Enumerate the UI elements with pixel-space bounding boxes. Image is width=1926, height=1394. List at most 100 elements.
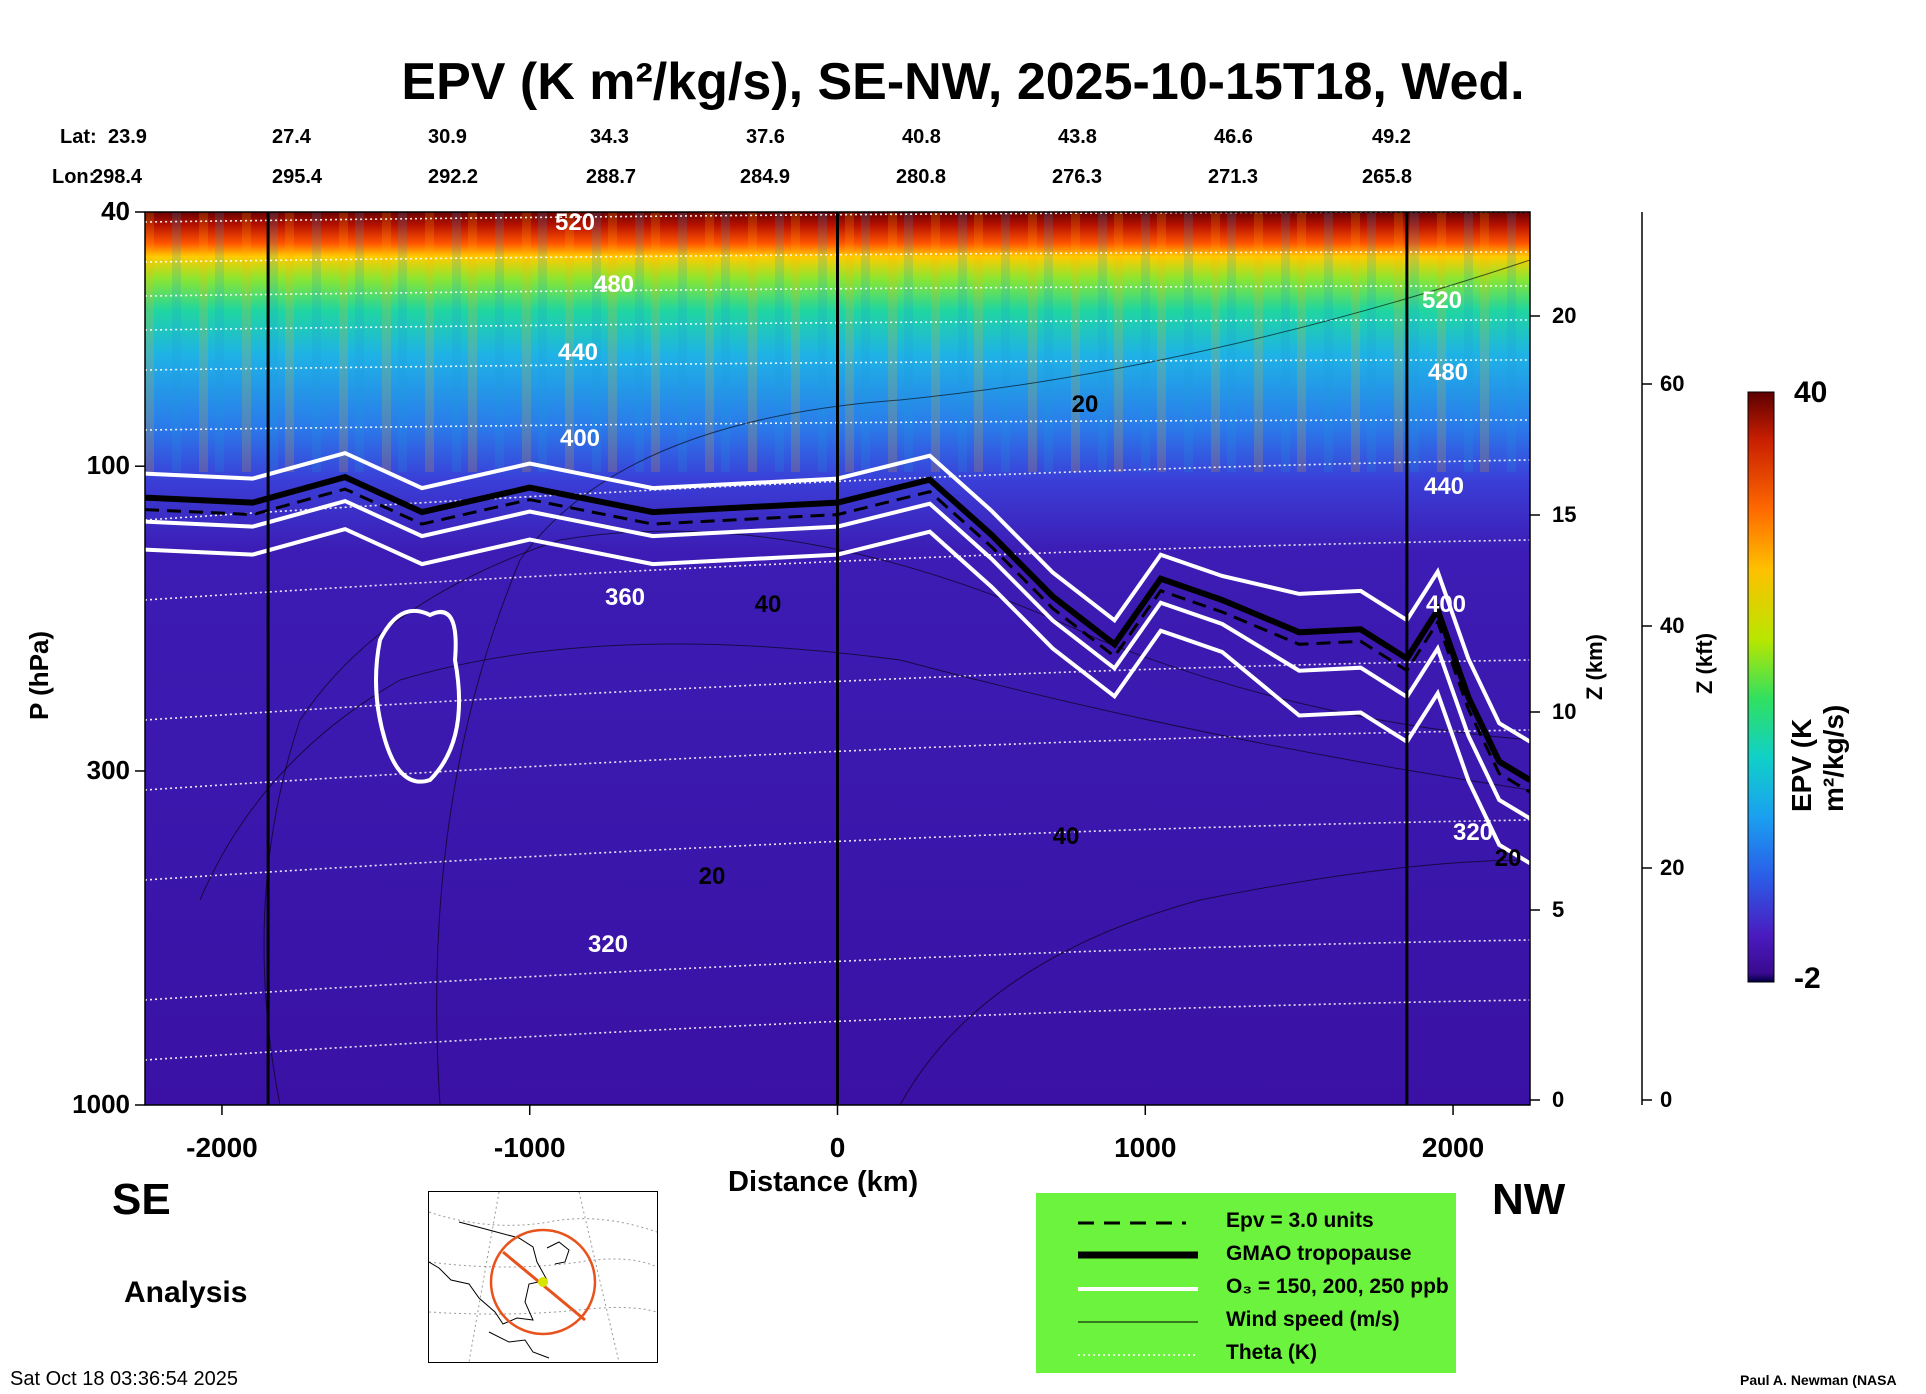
epv-streak xyxy=(1001,212,1010,472)
x-axis-label: Distance (km) xyxy=(728,1166,919,1198)
theta-label: 320 xyxy=(588,931,628,958)
epv-streak xyxy=(398,212,407,472)
theta-label: 440 xyxy=(1424,473,1464,500)
epv-streak xyxy=(1351,212,1360,472)
theta-contour xyxy=(145,819,1530,881)
lon-value: 295.4 xyxy=(272,166,323,188)
ozone-contour xyxy=(145,526,1530,866)
zkm-tick-label: 10 xyxy=(1552,699,1577,724)
lat-value: 23.9 xyxy=(108,126,147,148)
zkm-tick-label: 15 xyxy=(1552,502,1577,527)
lat-value: 30.9 xyxy=(428,126,467,148)
epv-streak xyxy=(904,212,913,472)
theta-contour xyxy=(145,729,1530,791)
wind-contour xyxy=(199,643,1530,901)
x-tick-label: -1000 xyxy=(493,1132,566,1163)
lon-value: 292.2 xyxy=(428,166,479,188)
epv-streak xyxy=(355,212,364,472)
epv-streak xyxy=(1071,212,1080,472)
x-tick-label: 2000 xyxy=(1421,1132,1485,1163)
zkft-tick-label: 20 xyxy=(1660,855,1685,880)
epv-streak xyxy=(678,212,687,472)
wind-label: 20 xyxy=(1072,391,1099,418)
analysis-label: Analysis xyxy=(124,1276,248,1309)
theta-label: 480 xyxy=(1428,359,1468,386)
epv-streak xyxy=(242,212,251,472)
theta-label: 400 xyxy=(560,425,600,452)
wind-contour xyxy=(263,530,1530,1105)
epv-streak xyxy=(1324,212,1333,472)
y-axis-label: P (hPa) xyxy=(24,630,54,720)
colorbar-min-label: -2 xyxy=(1794,962,1821,995)
epv-streak xyxy=(1367,212,1376,472)
epv-streak xyxy=(215,212,224,472)
x-tick-label: 1000 xyxy=(1114,1132,1177,1163)
theta-contour xyxy=(145,659,1530,721)
epv-streak xyxy=(1480,212,1489,472)
theta-contour xyxy=(145,539,1530,601)
epv-streak xyxy=(312,212,321,472)
z-kft-axis-label: Z (kft) xyxy=(1692,632,1717,694)
z-km-axis-label: Z (km) xyxy=(1582,634,1607,700)
epv-streak xyxy=(1507,212,1516,472)
legend-label: GMAO tropopause xyxy=(1226,1242,1412,1265)
credit: Paul A. Newman (NASA xyxy=(1740,1372,1897,1388)
epv-streak xyxy=(468,212,477,472)
epv-streak xyxy=(199,212,208,472)
ozone-contour xyxy=(145,450,1530,744)
legend-samples xyxy=(1078,1221,1198,1356)
epv-streak xyxy=(1281,212,1290,472)
lat-label: Lat: xyxy=(60,126,97,148)
legend-item-epv: Epv = 3.0 units xyxy=(1036,1207,1456,1239)
y-tick-label: 100 xyxy=(86,450,130,481)
lon-value: 298.4 xyxy=(92,166,143,188)
epv-streak xyxy=(1437,212,1446,472)
epv-streak xyxy=(845,212,854,472)
lat-value: 49.2 xyxy=(1372,126,1411,148)
x-tick-label: 0 xyxy=(829,1132,846,1163)
lon-value: 284.9 xyxy=(740,166,791,188)
se-label: SE xyxy=(112,1175,171,1224)
epv-streak xyxy=(721,212,730,472)
epv-streak xyxy=(958,212,967,472)
ozone-contour xyxy=(145,498,1530,821)
theta-contour xyxy=(145,939,1530,1001)
epv-streak xyxy=(1394,212,1403,472)
epv-streak xyxy=(339,212,348,472)
x-tick-label: -2000 xyxy=(186,1132,258,1163)
epv-streak xyxy=(1028,212,1037,472)
legend-item-ozone: O₃ = 150, 200, 250 ppb xyxy=(1036,1273,1456,1305)
zkft-tick-label: 40 xyxy=(1660,613,1685,638)
epv-streak xyxy=(1157,212,1166,472)
zkm-tick-label: 0 xyxy=(1552,1087,1565,1112)
epv-streak xyxy=(1211,212,1220,472)
epv-streak xyxy=(608,212,617,472)
theta-label: 520 xyxy=(555,209,595,236)
epv-streak xyxy=(974,212,983,472)
wind-label: 20 xyxy=(1495,845,1522,872)
zkm-tick-label: 20 xyxy=(1552,303,1577,328)
epv-streak xyxy=(285,212,294,472)
epv-streak xyxy=(592,212,601,472)
lon-label: Lon: xyxy=(52,166,96,188)
epv-streak xyxy=(888,212,897,472)
epv-streak xyxy=(1410,212,1419,472)
zkft-tick-label: 0 xyxy=(1660,1087,1673,1112)
epv-streak xyxy=(861,212,870,472)
epv-streak xyxy=(1044,212,1053,472)
epv-streak xyxy=(495,212,504,472)
theta-label: 360 xyxy=(605,584,645,611)
epv-streak xyxy=(172,212,181,472)
y-tick-label: 1000 xyxy=(72,1089,130,1119)
epv-streak xyxy=(269,212,278,472)
wind-contour xyxy=(899,859,1530,1105)
epv-streak xyxy=(1141,212,1150,472)
epv-streak xyxy=(705,212,714,472)
tropopause-line xyxy=(145,473,1530,783)
wind-label: 40 xyxy=(1053,823,1080,850)
theta-contour xyxy=(145,999,1530,1061)
epv-streak xyxy=(565,212,574,472)
theta-label: 320 xyxy=(1453,819,1493,846)
lon-value: 288.7 xyxy=(586,166,637,188)
epv-streak xyxy=(651,212,660,472)
